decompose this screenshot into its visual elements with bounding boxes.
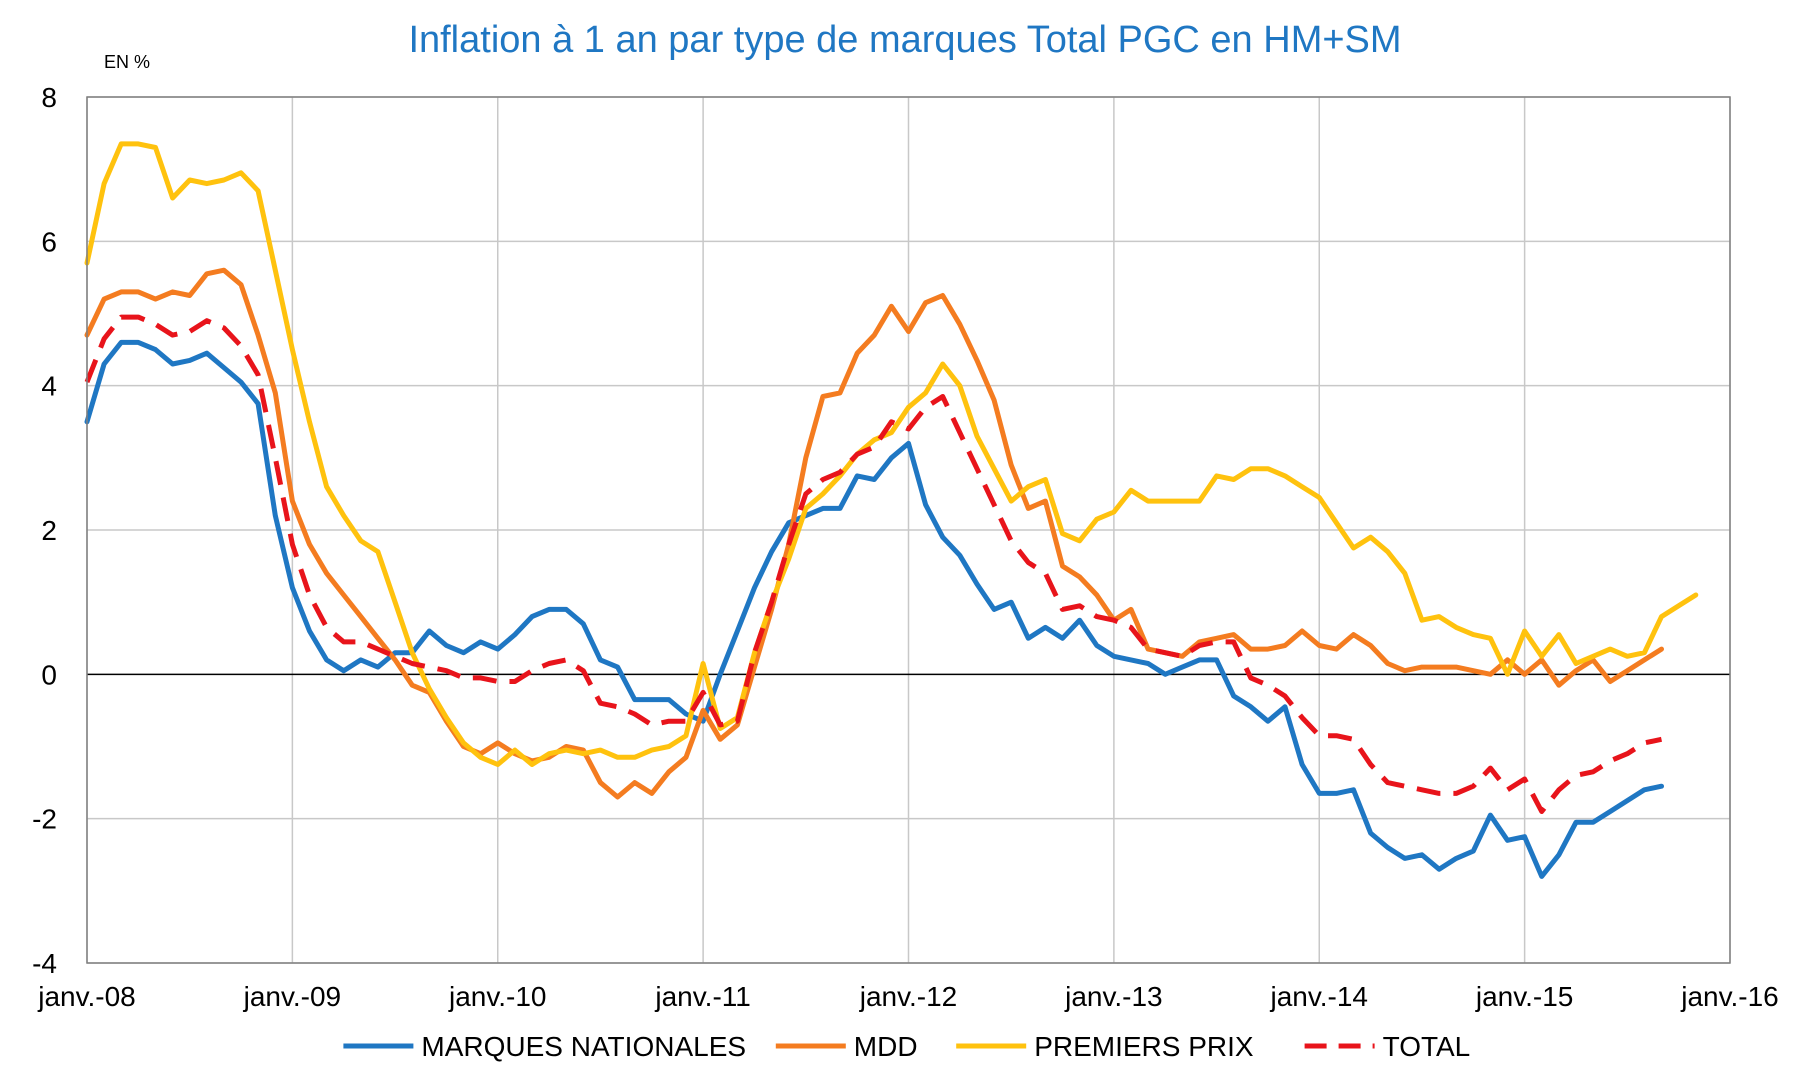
x-tick-label: janv.-14: [1269, 981, 1368, 1012]
chart-title: Inflation à 1 an par type de marques Tot…: [408, 19, 1401, 61]
x-tick-label: janv.-15: [1475, 981, 1574, 1012]
legend: MARQUES NATIONALES MDD PREMIERS PRIX TOTAL: [343, 1031, 1470, 1062]
y-tick-label: 4: [41, 371, 57, 402]
x-tick-label: janv.-12: [859, 981, 958, 1012]
x-axis-tick-labels: janv.-08 janv.-09 janv.-10 janv.-11 janv.-12…: [37, 981, 1779, 1012]
x-tick-label: janv.-10: [448, 981, 547, 1012]
series-line-mdd: [84, 267, 1664, 800]
y-tick-label: 8: [41, 82, 57, 113]
y-tick-label: 6: [41, 226, 57, 257]
series-lines: [84, 141, 1699, 879]
plot-area-border: [86, 96, 1731, 964]
x-tick-label: janv.-16: [1680, 981, 1779, 1012]
x-tick-label: janv.-08: [37, 981, 136, 1012]
y-tick-label: 2: [41, 515, 57, 546]
x-tick-label: janv.-11: [654, 981, 750, 1012]
series-line-total: [84, 314, 1663, 814]
x-tick-label: janv.-13: [1064, 981, 1163, 1012]
series-line-premiers-prix: [84, 141, 1699, 767]
legend-label-total: TOTAL: [1383, 1031, 1471, 1062]
legend-label-premiers-prix: PREMIERS PRIX: [1034, 1031, 1254, 1062]
y-axis-tick-labels: -4 -2 0 2 4 6 8: [32, 82, 57, 979]
legend-label-marques-nationales: MARQUES NATIONALES: [421, 1031, 746, 1062]
y-tick-label: 0: [41, 659, 57, 690]
y-unit-label: EN %: [104, 52, 150, 72]
legend-label-mdd: MDD: [854, 1031, 918, 1062]
y-tick-label: -4: [32, 948, 57, 979]
y-tick-label: -2: [32, 804, 57, 835]
series-line-marques-nationales: [84, 339, 1664, 879]
x-tick-label: janv.-09: [243, 981, 342, 1012]
